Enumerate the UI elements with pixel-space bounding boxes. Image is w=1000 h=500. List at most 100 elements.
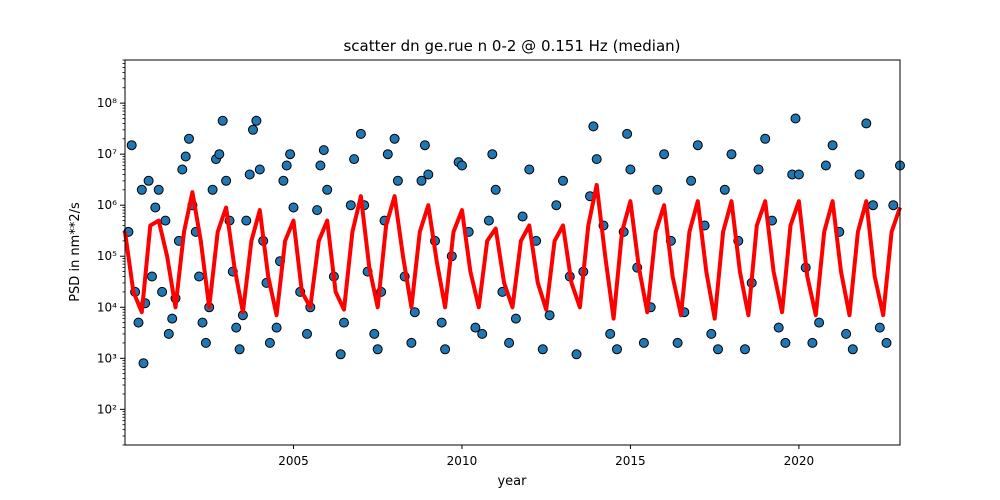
x-tick-label: 2005 [278, 454, 309, 468]
scatter-point [382, 149, 393, 160]
y-tick-label: 10⁴ [97, 300, 117, 314]
y-tick-label: 10² [97, 402, 117, 416]
scatter-point [369, 328, 380, 339]
scatter-point [177, 164, 188, 175]
scatter-point [271, 322, 282, 333]
scatter-point [138, 358, 149, 369]
scatter-point [881, 337, 892, 348]
scatter-point [537, 344, 548, 355]
scatter-point [251, 115, 262, 126]
scatter-point [153, 184, 164, 195]
scatter-point [861, 118, 872, 129]
scatter-point [625, 164, 636, 175]
scatter-point [285, 149, 296, 160]
scatter-point [719, 184, 730, 195]
y-tick-label: 10³ [97, 351, 117, 365]
scatter-point [136, 184, 147, 195]
scatter-point [612, 344, 622, 355]
median-line [123, 182, 902, 321]
scatter-point [419, 140, 430, 151]
scatter-point [335, 349, 346, 360]
y-tick-label: 10⁶ [97, 198, 117, 212]
scatter-point [814, 317, 825, 328]
y-axis-label: PSD in nm**2/s [68, 202, 83, 302]
scatter-point [423, 169, 434, 180]
scatter-point [706, 328, 717, 339]
y-tick-label: 10⁵ [97, 249, 117, 263]
scatter-point [197, 317, 208, 328]
scatter-layer [123, 113, 905, 369]
scatter-point [302, 328, 312, 339]
scatter-point [726, 149, 737, 160]
scatter-point [773, 322, 784, 333]
scatter-point [440, 344, 451, 355]
scatter-point [355, 128, 366, 139]
x-axis-ticks: 2005 2010 2015 2020 [278, 445, 814, 468]
scatter-point [659, 149, 670, 160]
scatter-point [157, 286, 168, 297]
scatter-point [847, 344, 858, 355]
scatter-point [713, 344, 723, 355]
scatter-point [147, 271, 157, 282]
scatter-point [686, 175, 697, 186]
scatter-point [692, 140, 703, 151]
scatter-point [588, 121, 599, 132]
scatter-point [854, 169, 865, 180]
scatter-point [551, 200, 562, 211]
scatter-point [780, 337, 791, 348]
scatter-point [790, 113, 801, 124]
scatter-point [184, 133, 194, 144]
scatter-point [349, 154, 360, 165]
scatter-point [827, 140, 838, 151]
scatter-point [207, 184, 218, 195]
scatter-point [487, 149, 498, 160]
chart-title: scatter dn ge.rue n 0-2 @ 0.151 Hz (medi… [343, 37, 680, 55]
scatter-point [392, 175, 403, 186]
scatter-point [490, 184, 501, 195]
scatter-point [868, 200, 878, 211]
scatter-point [264, 337, 275, 348]
scatter-point [793, 169, 804, 180]
scatter-point [457, 160, 467, 171]
scatter-point [389, 133, 400, 144]
scatter-point [406, 337, 417, 348]
scatter-point [820, 160, 831, 171]
scatter-point [322, 184, 333, 195]
scatter-point [672, 337, 683, 348]
scatter-point [760, 133, 771, 144]
scatter-point [214, 149, 225, 160]
scatter-point [591, 154, 602, 165]
scatter-point [278, 175, 289, 186]
plot-area [125, 60, 900, 445]
scatter-point [605, 328, 616, 339]
scatter-point [416, 175, 427, 186]
scatter-point [372, 344, 383, 355]
scatter-point [221, 175, 232, 186]
scatter-point [483, 215, 494, 226]
scatter-point [436, 317, 447, 328]
scatter-point [244, 169, 255, 180]
scatter-point [638, 337, 649, 348]
scatter-point [807, 337, 818, 348]
scatter-point [143, 175, 154, 186]
scatter-point [234, 344, 245, 355]
x-tick-label: 2010 [447, 454, 478, 468]
scatter-point [194, 271, 205, 282]
scatter-point [217, 115, 228, 126]
x-tick-label: 2015 [615, 454, 646, 468]
scatter-point [163, 328, 174, 339]
scatter-point [180, 151, 191, 162]
scatter-point [504, 337, 515, 348]
scatter-point [288, 202, 299, 213]
scatter-point [312, 205, 323, 216]
scatter-point [126, 140, 137, 151]
x-tick-label: 2020 [784, 454, 815, 468]
scatter-point [477, 328, 488, 339]
scatter-point [544, 310, 555, 321]
scatter-point [150, 202, 161, 213]
scatter-point [167, 313, 178, 324]
scatter-point [571, 349, 582, 360]
scatter-point [318, 145, 329, 156]
scatter-point [315, 160, 326, 171]
